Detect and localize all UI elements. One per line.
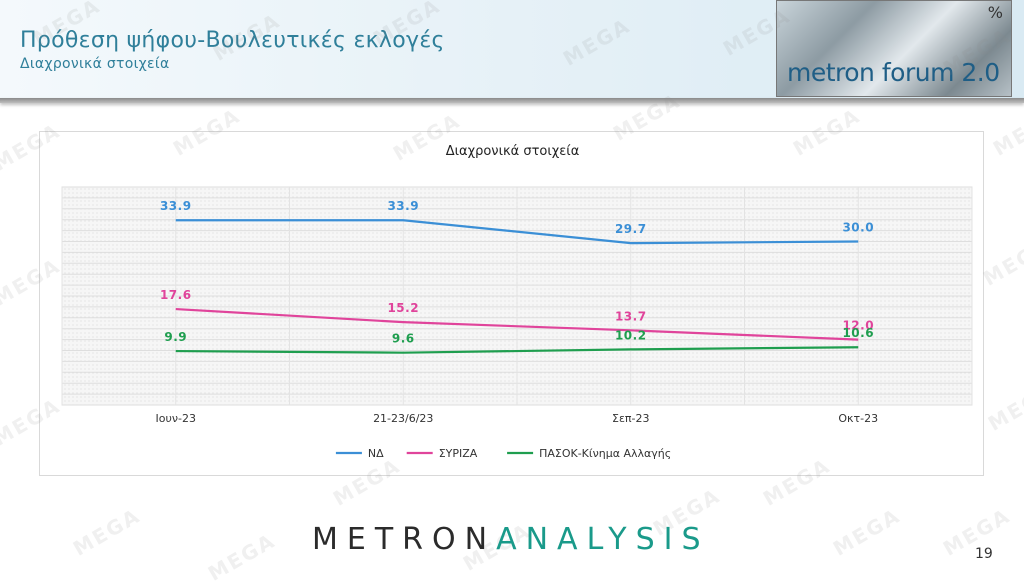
data-label: 33.9 [387,199,419,213]
metron-forum-logo: % metron forum 2.0 [776,0,1012,97]
logo-text: metron forum 2.0 [787,58,1000,87]
data-label: 10.6 [842,326,874,340]
data-label: 33.9 [160,199,192,213]
metron-analysis-logo: METRONANALYSIS [312,522,710,557]
chart-container: Διαχρονικά στοιχεία Ιουν-23 21-23/6/23 Σεπ… [39,131,984,476]
x-tick-label: Ιουν-23 [156,412,196,425]
x-tick-label: 21-23/6/23 [373,412,433,425]
watermark-text: MEGA [988,103,1024,161]
data-label: 17.6 [160,288,192,302]
data-label: 30.0 [842,221,874,235]
brand-part2: ANALYSIS [496,522,710,557]
legend-label: ΠΑΣΟΚ-Κίνημα Αλλαγής [539,447,671,460]
watermark-text: MEGA [828,503,905,561]
data-label: 12.0 [842,319,874,333]
series-line-1 [175,219,859,245]
page-number: 19 [975,546,993,562]
page-subtitle: Διαχρονικά στοιχεία [20,56,170,72]
data-label: 13.7 [615,309,647,323]
watermark-text: MEGA [203,528,280,586]
data-label: 15.2 [387,301,419,315]
data-label: 9.9 [164,330,187,344]
watermark-text: MEGA [983,378,1024,436]
data-label: 10.2 [615,328,647,342]
legend-label: ΝΔ [368,447,384,460]
page-title: Πρόθεση ψήφου-Βουλευτικές εκλογές [20,28,445,53]
x-tick-label: Σεπ-23 [612,412,650,425]
data-label: 29.7 [615,222,647,236]
data-label: 9.6 [392,332,415,346]
series-line-3 [175,346,859,354]
watermark-text: MEGA [978,233,1024,291]
line-chart: Ιουν-23 21-23/6/23 Σεπ-23 Οκτ-23 33.9 33.9 29.… [61,186,973,460]
x-tick-label: Οκτ-23 [838,412,878,425]
chart-title: Διαχρονικά στοιχεία [445,144,580,159]
legend-label: ΣΥΡΙΖΑ [439,447,478,460]
brand-part1: METRON [312,522,497,557]
header-band: Πρόθεση ψήφου-Βουλευτικές εκλογές Διαχρο… [0,0,1024,100]
percent-symbol: % [987,3,1003,22]
header-divider [0,98,1024,103]
series-line-2 [175,307,859,341]
watermark-text: MEGA [68,503,145,561]
